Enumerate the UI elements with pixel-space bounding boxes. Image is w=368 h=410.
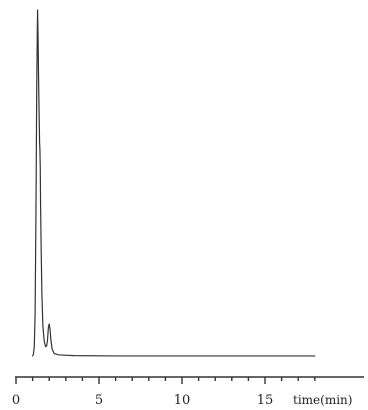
plot-area [32,9,316,357]
x-tick-label: 5 [95,393,103,408]
x-axis-title: time(min) [293,393,352,407]
x-tick-label: 15 [257,393,274,408]
x-tick-label: 10 [174,393,191,408]
chromatogram-trace [32,9,316,357]
x-axis: 0 5 10 15 [12,376,364,408]
x-tick-label: 0 [12,393,20,408]
